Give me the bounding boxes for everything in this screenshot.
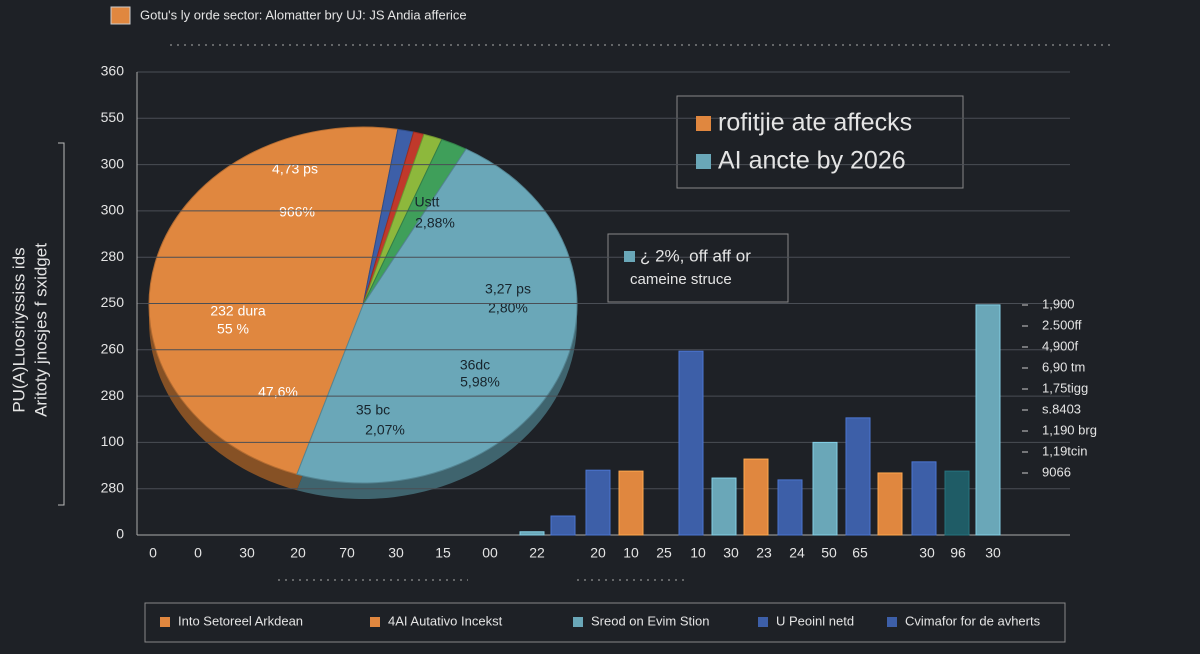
x-tick-label: 30 xyxy=(388,545,404,561)
legend-swatch xyxy=(624,251,635,262)
y-tick-label: 550 xyxy=(101,109,125,125)
side-label: s.8403 xyxy=(1042,401,1081,416)
pie-annotation: 4,73 ps xyxy=(272,161,318,177)
info-box xyxy=(676,95,964,189)
legend-label: U Peoinl netd xyxy=(776,613,854,628)
bar xyxy=(877,472,903,536)
y-tick-label: 280 xyxy=(101,479,125,495)
side-label: 1,190 brg xyxy=(1042,422,1097,437)
legend-box xyxy=(144,602,1066,643)
x-tick-label: 65 xyxy=(852,545,868,561)
bar xyxy=(585,469,611,536)
legend-swatch xyxy=(696,116,711,131)
y-axis-title: PU(A)Luosriyssiss ids xyxy=(9,247,28,412)
y-tick-label: 300 xyxy=(101,202,125,218)
pie-slice xyxy=(148,126,399,475)
pie-annotation: 232 dura xyxy=(210,303,265,319)
y-tick-label: 100 xyxy=(101,433,125,449)
legend-label: 4AI Autativo Incekst xyxy=(388,613,503,628)
bar xyxy=(711,477,737,536)
x-tick-label: 0 xyxy=(194,545,202,561)
bar xyxy=(519,531,545,536)
x-tick-label: 30 xyxy=(723,545,739,561)
bar xyxy=(845,417,871,536)
bar xyxy=(618,470,644,536)
y-tick-label: 300 xyxy=(101,155,125,171)
bar xyxy=(550,515,576,536)
legend-label: Sreod on Evim Stion xyxy=(591,613,710,628)
box-text: rofitjie ate affecks xyxy=(718,109,912,137)
box-text: cameine struce xyxy=(630,271,732,288)
box-text: ¿ 2%, off aff or xyxy=(640,246,751,265)
bar xyxy=(678,350,704,536)
pie-annotation: 55 % xyxy=(217,321,249,337)
x-tick-label: 30 xyxy=(919,545,935,561)
x-tick-label: 10 xyxy=(690,545,706,561)
x-tick-label: 23 xyxy=(756,545,772,561)
x-tick-label: 24 xyxy=(789,545,805,561)
x-tick-label: 70 xyxy=(339,545,355,561)
x-tick-label: 20 xyxy=(290,545,306,561)
axis-bracket xyxy=(58,142,65,506)
pie xyxy=(148,126,578,500)
side-label: 6,90 tm xyxy=(1042,359,1085,374)
legend-swatch xyxy=(696,154,711,169)
side-label: 4,900f xyxy=(1042,338,1079,353)
side-label: 9066 xyxy=(1042,464,1071,479)
pie-annotation: 2,80% xyxy=(488,300,528,316)
info-box xyxy=(607,233,789,303)
bar xyxy=(812,441,838,536)
box-text: AI ancte by 2026 xyxy=(718,147,906,175)
x-tick-label: 15 xyxy=(435,545,451,561)
y-tick-label: 280 xyxy=(101,248,125,264)
y-tick-label: 360 xyxy=(101,63,125,79)
legend-swatch xyxy=(887,617,897,627)
side-label: 2.500ff xyxy=(1042,317,1082,332)
x-tick-label: 00 xyxy=(482,545,498,561)
pie-annotation: 2,88% xyxy=(415,215,455,231)
legend-label: Cvimafor for de avherts xyxy=(905,613,1041,628)
legend-swatch xyxy=(573,617,583,627)
pie-annotation: Ustt xyxy=(415,194,440,210)
title-swatch xyxy=(110,6,131,25)
x-tick-label: 20 xyxy=(590,545,606,561)
side-label: 1,75tigg xyxy=(1042,380,1088,395)
pie-annotation: 5,98% xyxy=(460,374,500,390)
chart-title: Gotu's ly orde sector: Alomatter bry UJ:… xyxy=(140,7,467,22)
bar xyxy=(975,304,1001,536)
x-tick-label: 96 xyxy=(950,545,966,561)
x-tick-label: 30 xyxy=(985,545,1001,561)
pie-annotation: 35 bc xyxy=(356,402,390,418)
legend-label: Into Setoreel Arkdean xyxy=(178,613,303,628)
pie-annotation: 2,07% xyxy=(365,422,405,438)
legend-swatch xyxy=(160,617,170,627)
y-tick-label: 260 xyxy=(101,341,125,357)
side-label: 1,900 xyxy=(1042,296,1075,311)
pie-annotation: 3,27 ps xyxy=(485,281,531,297)
x-tick-label: 10 xyxy=(623,545,639,561)
side-label: 1,19tcin xyxy=(1042,443,1088,458)
y-axis-title: Aritoty jnosjes f sxidget xyxy=(31,243,50,417)
pie-slice xyxy=(296,148,578,484)
y-tick-label: 0 xyxy=(116,526,124,542)
x-tick-label: 25 xyxy=(656,545,672,561)
legend-swatch xyxy=(758,617,768,627)
x-tick-label: 30 xyxy=(239,545,255,561)
bar xyxy=(743,458,769,536)
x-tick-label: 0 xyxy=(149,545,157,561)
legend-swatch xyxy=(370,617,380,627)
pie-annotation: 966% xyxy=(279,204,315,220)
x-tick-label: 50 xyxy=(821,545,837,561)
bar xyxy=(777,479,803,536)
bar xyxy=(944,470,970,536)
y-tick-label: 250 xyxy=(101,294,125,310)
pie-annotation: 47,6% xyxy=(258,384,298,400)
y-tick-label: 280 xyxy=(101,387,125,403)
x-tick-label: 22 xyxy=(529,545,545,561)
bar xyxy=(911,461,937,536)
pie-annotation: 36dc xyxy=(460,357,490,373)
